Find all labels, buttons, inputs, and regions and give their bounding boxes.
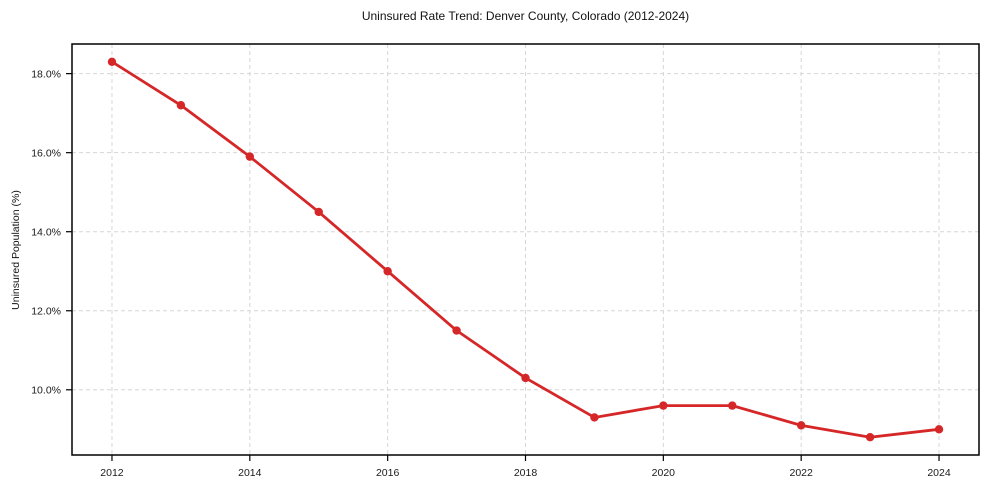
data-point	[245, 152, 255, 161]
data-point	[934, 425, 944, 434]
y-tick-label: 12.0%	[31, 305, 61, 317]
y-tick-label: 10.0%	[31, 384, 61, 396]
data-point	[383, 267, 392, 276]
x-tick-label: 2020	[652, 467, 676, 479]
data-point	[521, 373, 530, 383]
x-tick-label: 2016	[376, 467, 400, 479]
data-point	[452, 326, 461, 335]
data-point	[590, 413, 599, 422]
x-tick-label: 2012	[100, 467, 124, 479]
x-tick-label: 2024	[927, 467, 951, 479]
data-point	[176, 101, 186, 110]
y-tick-label: 14.0%	[31, 226, 61, 238]
data-point	[796, 421, 806, 430]
x-tick-label: 2014	[238, 467, 262, 479]
chart-title: Uninsured Rate Trend: Denver County, Col…	[361, 9, 690, 23]
data-point	[107, 57, 117, 66]
data-point	[314, 207, 323, 217]
data-point	[865, 433, 875, 442]
x-tick-label: 2018	[514, 467, 538, 479]
y-tick-label: 16.0%	[31, 147, 61, 159]
data-point	[659, 401, 668, 410]
data-point	[728, 401, 737, 410]
y-tick-label: 18.0%	[31, 68, 61, 80]
x-tick-label: 2022	[790, 467, 814, 479]
